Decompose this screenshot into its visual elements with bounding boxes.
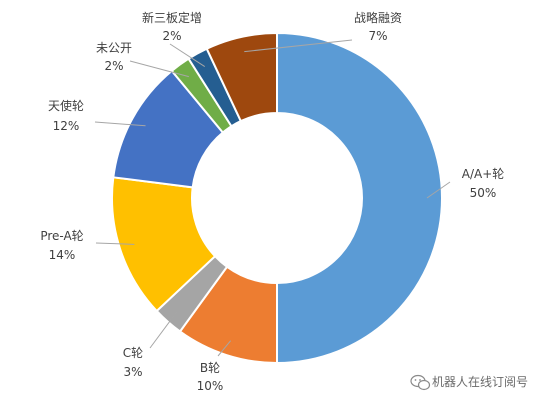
leader-line-6 <box>129 60 189 78</box>
leader-line-1 <box>426 181 451 199</box>
slice-label-7: 新三板定增 <box>142 10 202 25</box>
watermark-text: 机器人在线订阅号 <box>432 375 528 389</box>
slice-label-8: 战略融资 <box>354 10 402 25</box>
watermark: 机器人在线订阅号 <box>410 374 528 391</box>
slice-percent-7: 2% <box>162 29 181 43</box>
slice-percent-3: 3% <box>123 365 142 379</box>
slice-percent-1: 50% <box>470 186 497 200</box>
slice-label-5: 天使轮 <box>48 98 84 113</box>
leader-line-4 <box>95 242 135 245</box>
slice-percent-4: 14% <box>49 248 76 262</box>
slice-label-6: 未公开 <box>96 41 132 55</box>
wechat-icon <box>410 374 431 391</box>
slice-percent-5: 12% <box>53 119 80 133</box>
leader-line-8 <box>244 39 353 53</box>
slice-percent-2: 10% <box>197 379 224 393</box>
slice-label-2: B轮 <box>200 361 220 375</box>
leader-line-7 <box>169 43 206 67</box>
slice-label-1: A/A+轮 <box>462 167 505 181</box>
leader-line-2 <box>217 340 232 357</box>
slice-percent-8: 7% <box>368 29 387 43</box>
leader-line-5 <box>94 121 146 127</box>
slice-label-4: Pre-A轮 <box>40 229 83 243</box>
slice-8 <box>205 31 278 123</box>
slice-label-3: C轮 <box>123 346 143 360</box>
slice-percent-6: 2% <box>104 59 123 73</box>
leader-line-3 <box>149 310 179 349</box>
slice-1 <box>276 31 443 365</box>
